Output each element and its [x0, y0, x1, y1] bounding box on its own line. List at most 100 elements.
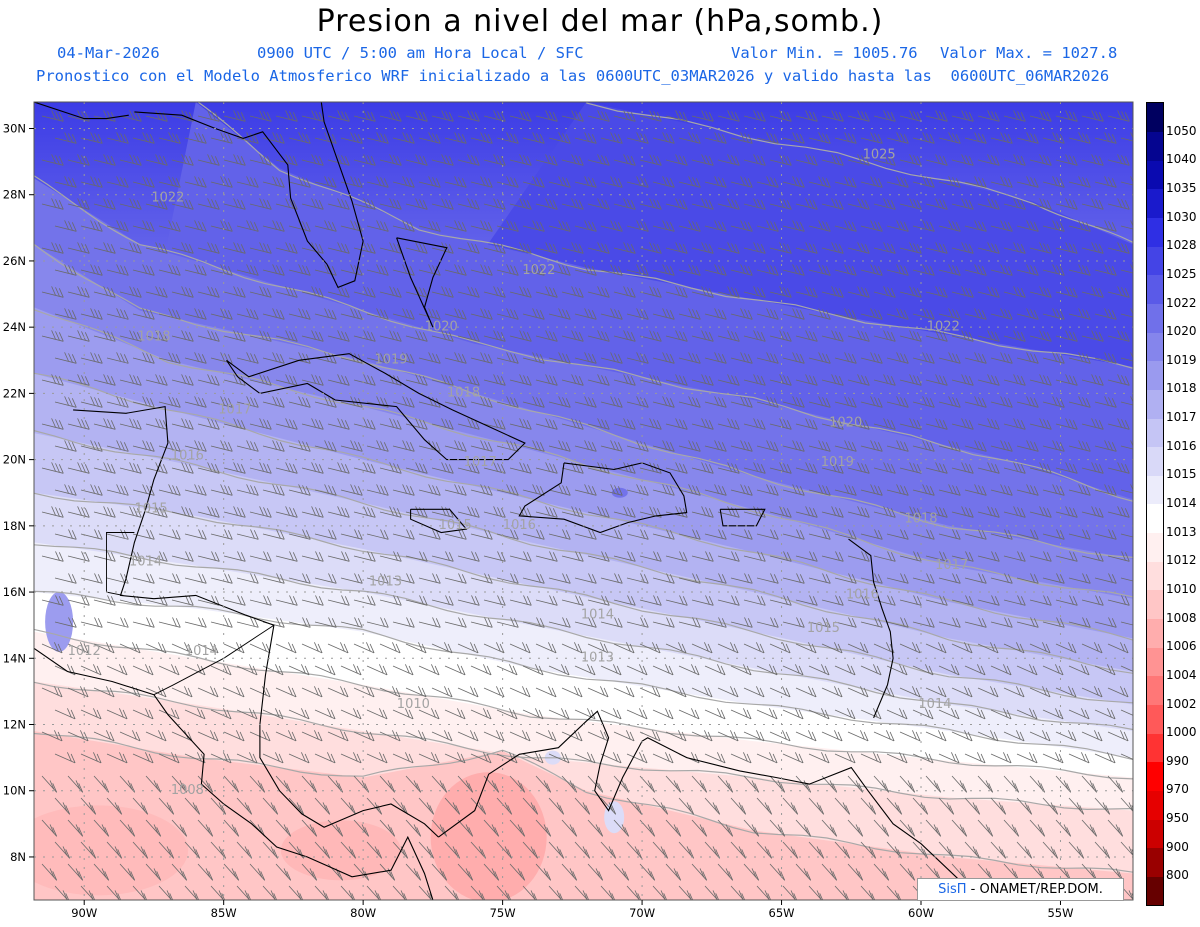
lon-tick-label: 75W — [490, 906, 516, 920]
colorbar-cell — [1147, 217, 1163, 247]
isobar-label: 1013 — [369, 574, 402, 589]
isobar-label: 1008 — [171, 783, 204, 798]
isobar-label: 1016 — [846, 588, 879, 603]
colorbar-level-label: 1015 — [1166, 467, 1197, 482]
colorbar-level-label: 970 — [1166, 782, 1189, 797]
isobar-label: 1014 — [185, 644, 218, 659]
colorbar-cell — [1147, 618, 1163, 648]
colorbar-cell — [1147, 246, 1163, 276]
colorbar-cell — [1147, 446, 1163, 476]
coastlines — [34, 102, 989, 900]
lon-tick-label: 60W — [908, 906, 934, 920]
isobar-label: 1017 — [935, 558, 968, 573]
colorbar-level-label: 1019 — [1166, 352, 1197, 367]
valid-date: 04-Mar-2026 — [57, 44, 160, 62]
isobar-label: 1014 — [581, 608, 614, 623]
lon-tick-label: 85W — [211, 906, 237, 920]
lat-tick-label: 30N — [3, 121, 26, 135]
isobar-label: 1014 — [129, 555, 162, 570]
lat-tick-label: 18N — [3, 519, 26, 533]
isobar-label: 1018 — [137, 329, 170, 344]
colorbar-level-label: 1008 — [1166, 610, 1197, 625]
colorbar-cell — [1147, 160, 1163, 190]
lat-tick-label: 20N — [3, 453, 26, 467]
colorbar-level-label: 1016 — [1166, 438, 1197, 453]
isobar-label: 1025 — [863, 147, 896, 162]
colorbar-level-label: 1018 — [1166, 381, 1197, 396]
colorbar-cell — [1147, 532, 1163, 562]
colorbar-cell — [1147, 274, 1163, 304]
lat-tick-label: 8N — [10, 850, 26, 864]
colorbar-level-label: 900 — [1166, 839, 1189, 854]
colorbar-cell — [1147, 131, 1163, 161]
map-axes: 30N 28N 26N 24N 22N 20N 18N 16N 14N 12N 10N 8N 90W 85… — [3, 121, 1074, 920]
colorbar-level-label: 1040 — [1166, 152, 1197, 167]
isobar-label: 1014 — [918, 697, 951, 712]
colorbar-cell — [1147, 103, 1163, 133]
colorbar-cell — [1147, 589, 1163, 620]
isobar-label: 1017 — [218, 402, 251, 417]
isobar-label: 1016 — [171, 449, 204, 464]
lon-tick-label: 90W — [71, 906, 97, 920]
isobar-label: 1022 — [522, 263, 555, 278]
valid-time: 0900 UTC / 5:00 am Hora Local / SFC — [257, 44, 584, 62]
lat-tick-label: 10N — [3, 784, 26, 798]
colorbar-level-label: 1017 — [1166, 410, 1197, 425]
colorbar-level-label: 800 — [1166, 868, 1189, 883]
colorbar-level-label: 950 — [1166, 811, 1189, 826]
colorbar-cell — [1147, 504, 1163, 534]
lon-tick-label: 65W — [769, 906, 795, 920]
colorbar-cell — [1147, 675, 1163, 705]
colorbar-level-label: 1004 — [1166, 667, 1197, 682]
colorbar-level-label: 1010 — [1166, 581, 1197, 596]
lat-tick-label: 26N — [3, 254, 26, 268]
isobar-label: 1020 — [425, 319, 458, 334]
chart-title: Presion a nivel del mar (hPa,somb.) — [316, 4, 884, 39]
isobar-label: 1020 — [829, 415, 862, 430]
colorbar-cell — [1147, 847, 1163, 877]
colorbar-cell — [1147, 332, 1163, 362]
colorbar-level-label: 1006 — [1166, 639, 1197, 654]
isobar-label: 1019 — [374, 353, 407, 368]
colorbar — [1146, 102, 1164, 906]
isobar-label: 1013 — [581, 651, 614, 666]
colorbar-cell — [1147, 188, 1163, 219]
colorbar-cell — [1147, 360, 1163, 390]
credit-text: - ONAMET/REP.DOM. — [966, 882, 1103, 897]
isobar-label: 1016 — [503, 518, 536, 533]
lat-tick-label: 14N — [3, 651, 26, 665]
credit-box: SisΠ - ONAMET/REP.DOM. — [917, 878, 1124, 901]
colorbar-level-label: 1012 — [1166, 553, 1197, 568]
max-value: Valor Max. = 1027.8 — [940, 44, 1118, 62]
colorbar-cell — [1147, 647, 1163, 677]
lat-tick-label: 16N — [3, 585, 26, 599]
isobar-label: 1019 — [821, 455, 854, 470]
colorbar-level-label: 1000 — [1166, 725, 1197, 740]
lat-tick-label: 22N — [3, 386, 26, 400]
wind-barbs — [41, 110, 1133, 900]
isobar-label: 1015 — [439, 518, 472, 533]
colorbar-cell — [1147, 303, 1163, 333]
colorbar-cell — [1147, 876, 1163, 906]
lon-tick-label: 55W — [1047, 906, 1073, 920]
colorbar-level-label: 1013 — [1166, 524, 1197, 539]
isobar-label: 1010 — [397, 697, 430, 712]
min-value: Valor Min. = 1005.76 — [731, 44, 918, 62]
colorbar-level-label: 1002 — [1166, 696, 1197, 711]
lat-lon-grid — [34, 102, 1133, 900]
colorbar-cell — [1147, 561, 1163, 591]
lat-tick-label: 24N — [3, 320, 26, 334]
isobar-label: 1022 — [927, 319, 960, 334]
lon-tick-label: 70W — [629, 906, 655, 920]
colorbar-cell — [1147, 819, 1163, 849]
isobar-labels: 1025 1022 1022 1022 1020 1020 1019 1019 1018 1018… — [68, 147, 969, 798]
colorbar-cell — [1147, 475, 1163, 505]
isobar-label: 1015 — [135, 502, 168, 517]
colorbar-level-label: 1028 — [1166, 238, 1197, 253]
isobar-label: 1012 — [68, 644, 101, 659]
colorbar-level-label: 1020 — [1166, 324, 1197, 339]
isobar-label: 1017 — [464, 455, 497, 470]
colorbar-level-label: 1030 — [1166, 209, 1197, 224]
isobar-lines — [34, 102, 1133, 873]
